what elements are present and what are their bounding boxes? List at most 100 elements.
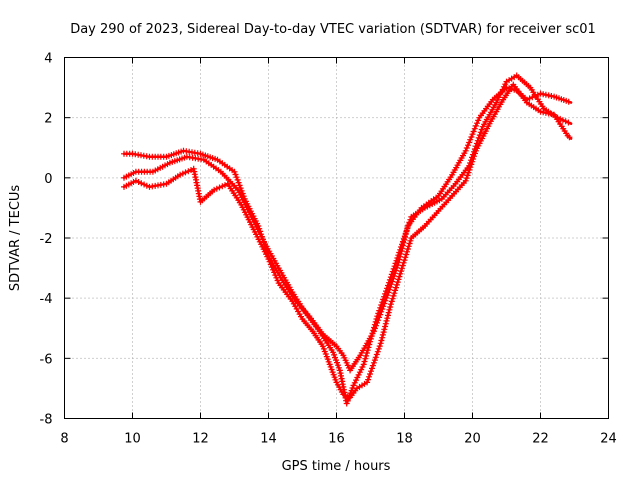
data-point	[405, 243, 412, 250]
data-point	[392, 287, 399, 294]
data-point	[398, 265, 405, 272]
y-tick-label: -6	[40, 352, 53, 367]
data-point	[219, 183, 226, 190]
data-point	[404, 224, 411, 231]
data-point	[387, 304, 394, 310]
data-point	[405, 222, 412, 229]
data-point	[499, 86, 506, 93]
data-point	[401, 233, 408, 240]
data-point	[216, 184, 223, 191]
data-point	[559, 117, 566, 124]
data-point	[267, 261, 274, 268]
data-point	[472, 150, 478, 157]
data-point	[395, 276, 402, 283]
data-point	[370, 359, 377, 366]
data-point	[391, 290, 398, 297]
data-point	[469, 131, 476, 138]
data-point	[369, 362, 376, 369]
data-point	[462, 177, 469, 184]
data-point	[379, 299, 386, 306]
data-point	[394, 255, 401, 261]
data-point	[390, 265, 397, 272]
data-point	[234, 176, 241, 183]
data-point	[474, 120, 480, 127]
data-point	[389, 268, 396, 275]
x-tick-label: 10	[124, 432, 141, 447]
data-point	[382, 320, 389, 327]
data-point	[404, 248, 410, 255]
data-point	[471, 153, 477, 160]
data-point	[222, 182, 228, 189]
data-point	[393, 281, 400, 288]
data-point	[465, 142, 471, 149]
data-point	[366, 341, 373, 348]
data-point	[382, 323, 389, 330]
data-point	[500, 83, 507, 90]
data-point	[402, 254, 409, 261]
data-point	[132, 177, 139, 184]
data-point	[565, 98, 572, 105]
data-point	[407, 237, 414, 244]
y-tick-label: -8	[40, 413, 53, 428]
data-point	[376, 307, 383, 314]
data-point	[386, 306, 393, 313]
series-markers-trace-c	[121, 81, 573, 401]
data-point	[375, 345, 382, 352]
data-point	[398, 244, 405, 250]
data-point	[381, 326, 388, 333]
data-point	[385, 309, 392, 316]
data-point	[367, 371, 373, 377]
data-point	[393, 257, 400, 264]
data-point	[397, 270, 404, 277]
data-point	[386, 279, 392, 286]
data-point	[365, 376, 372, 383]
data-point	[372, 354, 379, 361]
data-point	[403, 227, 410, 234]
data-point	[143, 182, 150, 189]
data-point	[395, 252, 402, 259]
data-point	[465, 169, 472, 176]
data-point	[377, 340, 384, 347]
data-point	[463, 145, 470, 151]
data-point	[526, 95, 533, 102]
data-point	[268, 264, 275, 271]
data-point	[400, 259, 407, 266]
data-point	[355, 371, 362, 378]
data-point	[370, 327, 377, 334]
data-point	[386, 276, 393, 283]
data-point	[188, 167, 194, 173]
data-point	[138, 180, 145, 187]
data-point	[378, 302, 385, 308]
data-point	[236, 182, 243, 189]
data-point	[135, 179, 142, 185]
data-point	[385, 282, 391, 289]
data-point	[382, 290, 389, 297]
data-point	[387, 274, 394, 281]
data-point	[374, 348, 381, 355]
data-point	[475, 117, 482, 124]
data-point	[464, 172, 471, 179]
data-point	[381, 293, 388, 300]
x-tick-label: 8	[60, 432, 68, 447]
data-point	[366, 373, 372, 380]
data-point	[383, 317, 390, 324]
data-point	[383, 288, 389, 295]
data-point	[404, 246, 411, 252]
data-point	[377, 304, 384, 311]
data-point	[360, 361, 367, 368]
data-point	[182, 169, 189, 176]
data-point	[368, 333, 375, 339]
data-point	[566, 134, 573, 141]
data-point	[399, 262, 406, 269]
data-point	[365, 344, 372, 351]
data-point	[213, 185, 220, 192]
data-point	[537, 108, 544, 115]
x-tick-label: 24	[600, 432, 617, 447]
data-point	[364, 347, 371, 354]
chart-title: Day 290 of 2023, Sidereal Day-to-day VTE…	[70, 22, 596, 37]
y-tick-label: -2	[40, 232, 53, 247]
data-point	[400, 235, 407, 242]
y-tick-label: 2	[44, 112, 52, 127]
x-tick-label: 20	[464, 432, 481, 447]
